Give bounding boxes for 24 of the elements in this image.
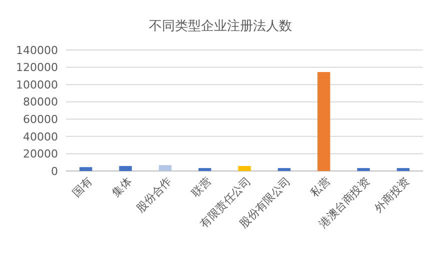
y-tick-label: 40000 [23, 130, 58, 144]
bar [396, 168, 410, 171]
chart-title: 不同类型企业注册法人数 [149, 19, 292, 34]
bar [198, 168, 212, 171]
x-tick-label: 外商投资 [372, 174, 412, 215]
bar [158, 165, 172, 171]
y-tick-label: 20000 [23, 148, 58, 161]
x-tick-label: 集体 [110, 174, 134, 200]
x-tick-label: 国有 [70, 174, 95, 200]
y-tick-label: 60000 [23, 112, 58, 126]
bar [317, 72, 330, 171]
y-tick-label: 140000 [16, 44, 58, 57]
x-tick-label: 联营 [188, 174, 214, 200]
y-tick-label: 120000 [16, 61, 58, 74]
bar [357, 168, 370, 171]
bar [278, 168, 291, 171]
bar [119, 166, 132, 171]
x-tick-label: 股份合作 [134, 174, 174, 215]
y-tick-label: 0 [51, 164, 58, 178]
bar [238, 166, 251, 171]
bar [79, 167, 92, 171]
y-tick-label: 80000 [23, 96, 58, 109]
x-tick-label: 私营 [308, 174, 333, 200]
y-tick-label: 100000 [16, 78, 58, 92]
